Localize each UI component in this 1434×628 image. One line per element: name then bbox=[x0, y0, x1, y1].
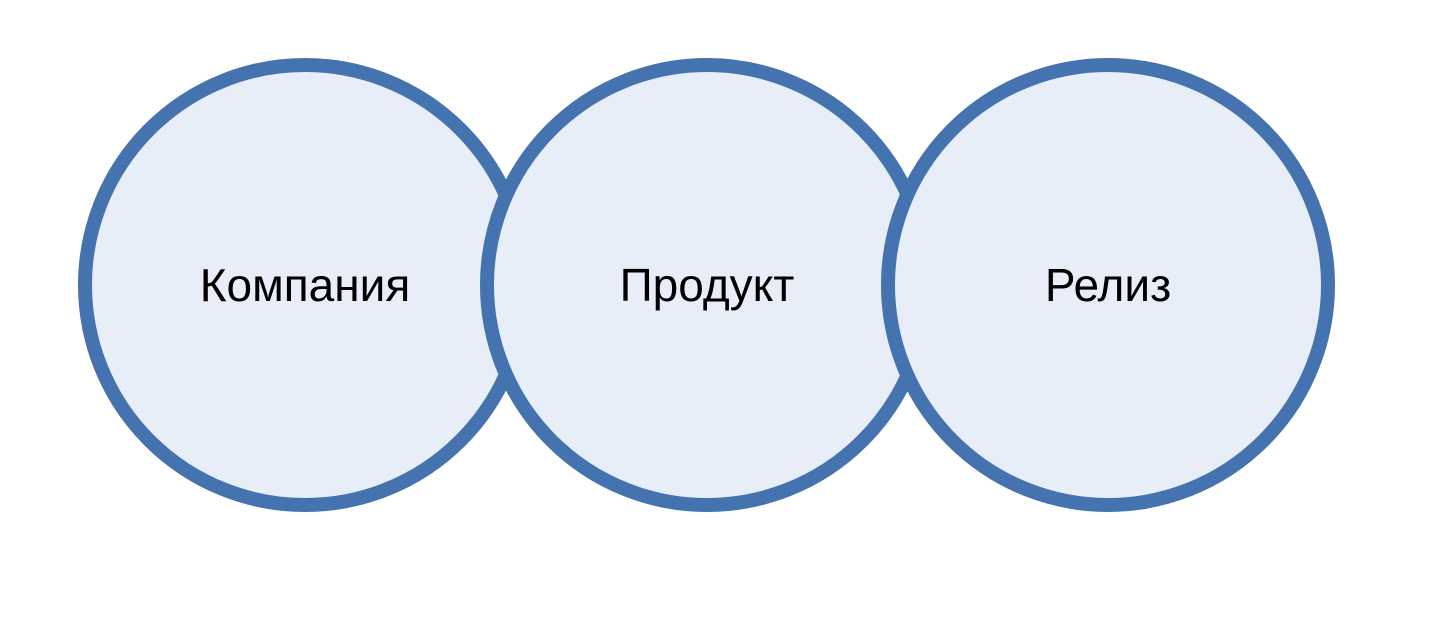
node-circle-company bbox=[85, 65, 525, 505]
process-flow-diagram: КомпанияПродуктРелиз bbox=[0, 0, 1434, 628]
node-circle-release bbox=[888, 65, 1328, 505]
node-circle-product bbox=[487, 65, 927, 505]
diagram-svg bbox=[0, 0, 1434, 628]
